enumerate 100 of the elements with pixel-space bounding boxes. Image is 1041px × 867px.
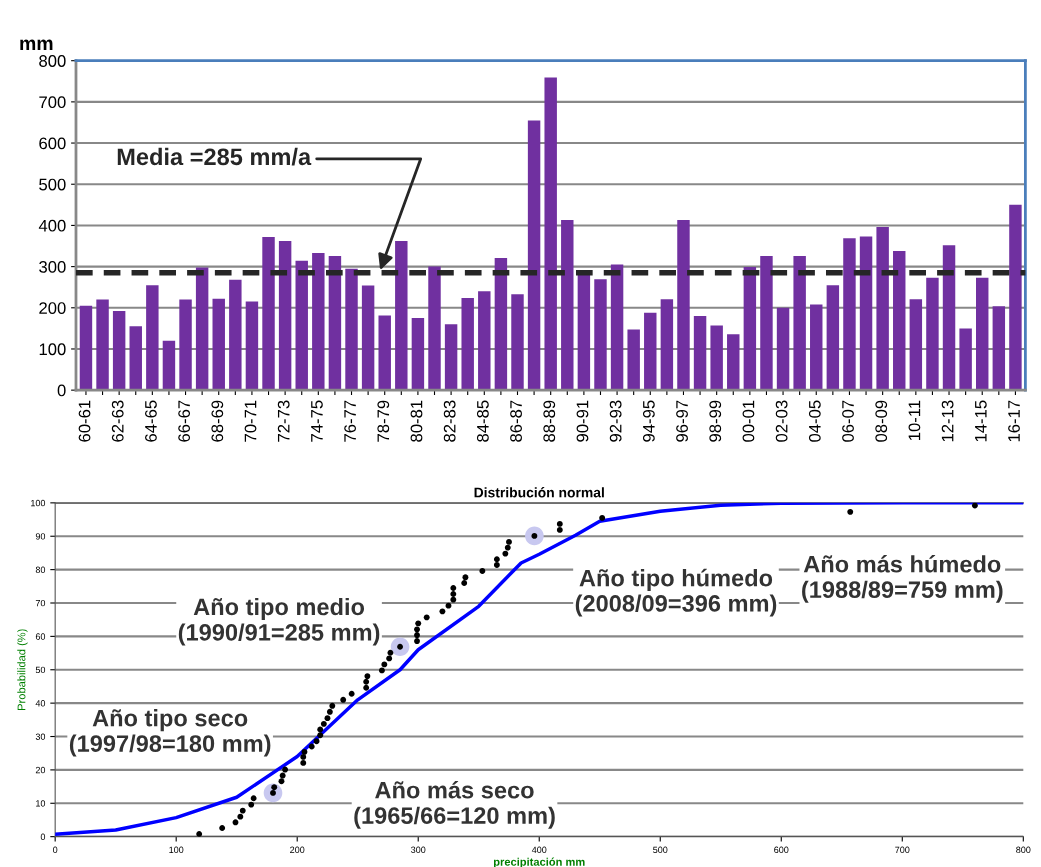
point xyxy=(506,538,512,545)
annotation: Año tipo húmedo (2008/09=396 mm) xyxy=(575,568,777,617)
point xyxy=(300,753,307,760)
annotation: Año tipo medio (1990/91=285 mm) xyxy=(178,597,380,646)
point xyxy=(414,626,420,633)
bar xyxy=(976,277,989,391)
bar xyxy=(478,291,491,391)
bar xyxy=(893,250,906,391)
point xyxy=(450,596,457,603)
point xyxy=(250,795,257,802)
y-axis-title: mm xyxy=(20,39,53,51)
bar xyxy=(428,266,441,391)
bar xyxy=(760,255,773,391)
point xyxy=(301,748,308,755)
annotation: Año más seco (1965/66=120 mm) xyxy=(354,781,555,829)
x-tick-label: 82-83 xyxy=(443,400,456,442)
point xyxy=(317,732,324,739)
point xyxy=(378,667,385,674)
point xyxy=(423,614,430,621)
x-tick-label: 100 xyxy=(169,846,184,854)
bar xyxy=(395,241,408,391)
bar xyxy=(561,220,574,391)
point xyxy=(324,715,331,722)
y-tick-label: 0 xyxy=(40,833,46,841)
y-tick-label: 0 xyxy=(57,384,66,397)
y-tick-label: 800 xyxy=(39,55,66,67)
point xyxy=(313,738,320,745)
x-tick-label: 700 xyxy=(895,846,910,854)
bar xyxy=(610,264,624,391)
bar xyxy=(278,241,292,391)
y-tick-label: 700 xyxy=(39,96,66,109)
point xyxy=(248,801,255,808)
point xyxy=(317,726,324,733)
bar xyxy=(378,315,391,391)
x-tick-label: 90-91 xyxy=(576,400,589,442)
bar xyxy=(179,299,192,391)
y-tick-label: 600 xyxy=(39,137,66,150)
x-tick-label: 92-93 xyxy=(609,400,622,442)
x-tick-label: 200 xyxy=(290,846,305,854)
point xyxy=(271,784,278,791)
x-tick-label: 14-15 xyxy=(975,400,987,442)
y-tick-label: 30 xyxy=(35,733,46,740)
point xyxy=(504,544,511,551)
point xyxy=(320,720,327,727)
bar xyxy=(195,267,209,391)
bar xyxy=(212,298,225,391)
bar xyxy=(511,294,524,391)
point xyxy=(196,831,203,837)
point xyxy=(363,678,370,685)
bar xyxy=(361,285,375,391)
y-tick-label: 500 xyxy=(39,178,66,191)
point xyxy=(219,825,226,831)
x-tick-label: 86-87 xyxy=(510,400,522,442)
bar xyxy=(793,255,806,391)
bar xyxy=(345,268,358,391)
point xyxy=(381,661,388,668)
y-tick-label: 40 xyxy=(35,700,46,707)
point xyxy=(971,502,978,509)
bar xyxy=(693,316,707,391)
point xyxy=(450,585,457,591)
x-tick-label: 80-81 xyxy=(410,400,423,442)
point xyxy=(502,550,509,557)
point xyxy=(450,591,457,597)
x-tick-label: 500 xyxy=(653,846,668,854)
bar xyxy=(527,120,541,391)
bar xyxy=(959,328,972,391)
bar xyxy=(942,245,956,391)
x-tick-label: 94-95 xyxy=(642,400,655,442)
bar xyxy=(743,267,757,391)
x-tick-label: 66-67 xyxy=(178,400,191,442)
x-tick-label: 300 xyxy=(411,846,426,854)
point xyxy=(556,526,563,533)
x-tick-label: 800 xyxy=(1016,846,1031,854)
bar xyxy=(229,279,242,391)
x-tick-label: 12-13 xyxy=(941,400,954,442)
bar xyxy=(494,257,508,391)
y-tick-label: 50 xyxy=(35,666,46,674)
point xyxy=(363,684,370,691)
bar xyxy=(328,255,342,391)
bar xyxy=(262,236,275,391)
point xyxy=(237,813,244,820)
point xyxy=(556,520,563,527)
bar xyxy=(79,305,93,391)
bar xyxy=(295,260,308,391)
bar xyxy=(112,311,126,391)
bar xyxy=(677,220,690,391)
y-tick-label: 400 xyxy=(38,219,66,232)
bar xyxy=(146,285,159,391)
point xyxy=(415,620,422,627)
point xyxy=(282,766,289,773)
point xyxy=(525,526,544,546)
bar xyxy=(1009,204,1022,391)
y-tick-label: 20 xyxy=(35,766,46,774)
y-tick-label: 70 xyxy=(35,599,46,607)
bar xyxy=(710,325,723,391)
bar xyxy=(162,340,176,391)
point xyxy=(239,807,246,814)
x-tick-label: 88-89 xyxy=(543,400,556,442)
bar xyxy=(826,285,840,391)
x-tick-label: 00-01 xyxy=(742,400,755,442)
